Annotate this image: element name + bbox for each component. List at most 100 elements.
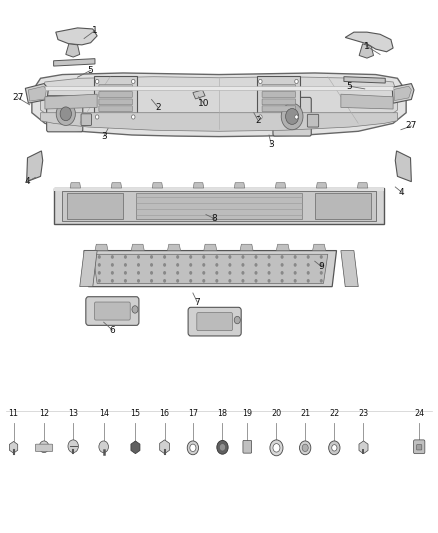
Circle shape — [228, 279, 231, 282]
Circle shape — [131, 115, 135, 119]
Circle shape — [202, 271, 205, 274]
Polygon shape — [345, 32, 393, 52]
FancyBboxPatch shape — [257, 76, 300, 120]
Text: 23: 23 — [358, 409, 368, 418]
Circle shape — [124, 255, 127, 259]
Polygon shape — [27, 151, 43, 182]
Circle shape — [137, 271, 140, 274]
Circle shape — [202, 279, 205, 282]
Polygon shape — [70, 183, 81, 188]
Circle shape — [124, 279, 127, 282]
Circle shape — [150, 255, 153, 259]
Circle shape — [228, 263, 231, 266]
Polygon shape — [131, 244, 144, 251]
FancyBboxPatch shape — [86, 297, 139, 325]
Circle shape — [300, 441, 311, 455]
Text: 21: 21 — [300, 409, 310, 418]
Polygon shape — [80, 251, 97, 287]
Polygon shape — [67, 193, 123, 219]
Circle shape — [39, 441, 49, 453]
Circle shape — [268, 263, 271, 266]
Circle shape — [215, 255, 219, 259]
Circle shape — [98, 263, 101, 266]
Circle shape — [68, 440, 78, 453]
Circle shape — [254, 279, 258, 282]
Circle shape — [124, 271, 127, 274]
Text: 13: 13 — [68, 409, 78, 418]
Text: 18: 18 — [218, 409, 227, 418]
Polygon shape — [25, 84, 48, 103]
FancyBboxPatch shape — [273, 98, 311, 136]
Circle shape — [189, 255, 192, 259]
Circle shape — [241, 279, 244, 282]
Circle shape — [286, 109, 299, 124]
Circle shape — [190, 444, 196, 451]
Circle shape — [131, 79, 135, 84]
FancyBboxPatch shape — [262, 106, 296, 112]
Circle shape — [60, 107, 71, 120]
Text: 22: 22 — [329, 409, 339, 418]
Polygon shape — [394, 86, 411, 101]
Text: 6: 6 — [110, 326, 115, 335]
Circle shape — [281, 263, 284, 266]
Circle shape — [150, 263, 153, 266]
Circle shape — [95, 115, 99, 119]
Text: 16: 16 — [159, 409, 170, 418]
Text: 10: 10 — [198, 99, 209, 108]
Circle shape — [320, 271, 323, 274]
Polygon shape — [66, 44, 80, 57]
Text: 19: 19 — [242, 409, 252, 418]
Polygon shape — [84, 251, 336, 287]
FancyBboxPatch shape — [99, 85, 132, 91]
Circle shape — [273, 443, 280, 452]
Circle shape — [293, 279, 297, 282]
Polygon shape — [344, 77, 385, 83]
Circle shape — [56, 102, 75, 125]
Circle shape — [293, 263, 297, 266]
FancyBboxPatch shape — [417, 445, 422, 450]
Text: 5: 5 — [347, 82, 353, 91]
FancyBboxPatch shape — [307, 114, 319, 127]
FancyBboxPatch shape — [94, 76, 137, 120]
Circle shape — [163, 279, 166, 282]
Polygon shape — [234, 183, 245, 188]
Circle shape — [189, 271, 192, 274]
Polygon shape — [315, 193, 371, 219]
Circle shape — [293, 271, 297, 274]
Circle shape — [328, 441, 340, 455]
Circle shape — [320, 279, 323, 282]
FancyBboxPatch shape — [262, 99, 296, 105]
Text: 27: 27 — [12, 93, 24, 102]
Circle shape — [295, 115, 298, 119]
Circle shape — [254, 271, 258, 274]
Text: 3: 3 — [101, 132, 106, 141]
Polygon shape — [136, 193, 302, 219]
Circle shape — [202, 263, 205, 266]
Text: 9: 9 — [318, 262, 324, 271]
Circle shape — [258, 115, 262, 119]
Text: 12: 12 — [39, 409, 49, 418]
Polygon shape — [204, 244, 217, 251]
Polygon shape — [392, 84, 414, 103]
FancyBboxPatch shape — [99, 99, 132, 105]
Circle shape — [268, 255, 271, 259]
Polygon shape — [32, 73, 406, 136]
Circle shape — [189, 263, 192, 266]
Polygon shape — [53, 188, 385, 191]
Polygon shape — [395, 151, 411, 182]
Circle shape — [228, 271, 231, 274]
Circle shape — [150, 271, 153, 274]
Circle shape — [281, 255, 284, 259]
Circle shape — [241, 263, 244, 266]
Circle shape — [241, 255, 244, 259]
Polygon shape — [53, 59, 95, 66]
Polygon shape — [341, 94, 393, 109]
Circle shape — [187, 441, 198, 455]
Circle shape — [111, 263, 114, 266]
Polygon shape — [316, 183, 327, 188]
Circle shape — [111, 279, 114, 282]
FancyBboxPatch shape — [413, 440, 425, 454]
Circle shape — [163, 255, 166, 259]
Text: 3: 3 — [268, 140, 274, 149]
Polygon shape — [357, 183, 368, 188]
